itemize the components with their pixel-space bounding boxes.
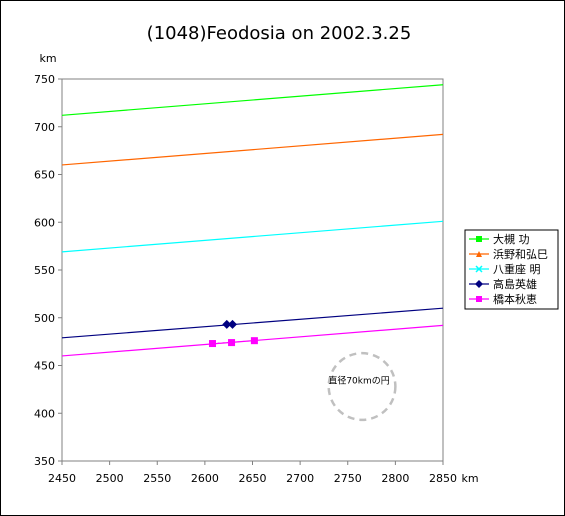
legend-label: 八重座 明: [493, 262, 541, 276]
x-tick-label: 2450: [48, 472, 76, 485]
legend-item: 浜野和弘巳: [469, 248, 548, 261]
series-line: [62, 220, 443, 253]
y-axis-label: km: [39, 52, 56, 65]
legend-label: 大槻 功: [493, 232, 530, 246]
legend-marker: [476, 296, 482, 302]
x-tick-label: 2800: [381, 472, 409, 485]
data-point: [227, 319, 237, 329]
series-line: [62, 84, 443, 116]
y-tick-label: 600: [34, 216, 55, 229]
reference-circle-label: 直径70kmの円: [328, 375, 389, 387]
legend-item: 大槻 功: [469, 232, 530, 246]
y-tick-label: 550: [34, 264, 55, 277]
legend-label: 高島英雄: [493, 277, 537, 291]
y-tick-label: 650: [34, 169, 55, 182]
x-tick-label: 2850: [429, 472, 457, 485]
legend-item: 高島英雄: [469, 277, 537, 291]
y-tick-label: 750: [34, 73, 55, 86]
data-point: [250, 337, 258, 345]
series-line: [62, 133, 443, 166]
legend-item: 八重座 明: [469, 262, 541, 276]
data-point: [228, 339, 236, 347]
legend-marker: [475, 265, 483, 273]
x-tick-label: 2750: [334, 472, 362, 485]
legend-label: 浜野和弘巳: [493, 248, 548, 261]
y-tick-label: 350: [34, 455, 55, 468]
legend-marker: [476, 236, 482, 242]
series-line: [62, 307, 443, 339]
chart-title: (1048)Feodosia on 2002.3.25: [147, 23, 412, 44]
y-tick-label: 400: [34, 407, 55, 420]
y-tick-label: 700: [34, 121, 55, 134]
legend-label: 橋本秋恵: [493, 292, 537, 306]
legend-item: 橋本秋恵: [469, 292, 537, 306]
x-tick-label: 2650: [239, 472, 267, 485]
x-tick-label: 2700: [286, 472, 314, 485]
x-tick-label: 2500: [96, 472, 124, 485]
data-point: [208, 340, 216, 348]
legend-marker: [475, 280, 483, 288]
y-tick-label: 450: [34, 360, 55, 373]
legend-marker-stroke-b: [475, 265, 483, 273]
legend-marker: [476, 251, 482, 257]
x-tick-label: 2600: [191, 472, 219, 485]
x-axis-label: km: [461, 472, 478, 485]
x-tick-label: 2550: [143, 472, 171, 485]
reference-circle: [327, 351, 397, 422]
data-point: [222, 319, 232, 329]
plot-area: [61, 78, 444, 462]
y-tick-label: 500: [34, 312, 55, 325]
